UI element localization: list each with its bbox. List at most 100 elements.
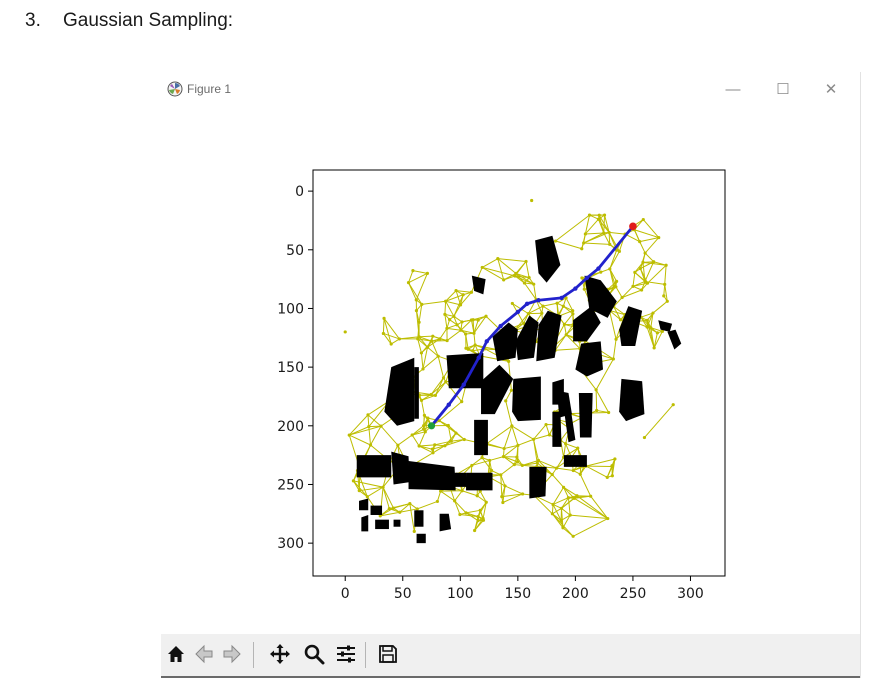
roadmap-node [515,455,519,459]
zoom-button[interactable] [301,640,327,668]
roadmap-node [425,345,430,349]
roadmap-node [580,247,584,251]
roadmap-node [544,422,548,427]
roadmap-edge [418,336,432,342]
roadmap-edge [517,438,534,446]
forward-button[interactable] [219,640,245,668]
roadmap-node [502,446,506,451]
path-waypoint [524,301,530,306]
home-button[interactable] [163,640,189,668]
roadmap-node [559,506,564,510]
roadmap-edge [653,332,658,348]
roadmap-edge [650,312,654,328]
pan-button[interactable] [267,640,293,668]
roadmap-edge [479,355,509,362]
roadmap-node [594,388,598,392]
roadmap-node [430,339,434,343]
roadmap-node [522,281,527,285]
roadmap-node [436,354,440,358]
prm-roadmap-chart[interactable]: 0 50 100 150 200 250 300 0 50 100 150 200 250 300 [161,106,860,634]
roadmap-edge [644,261,655,282]
roadmap-node [642,435,647,440]
axes-frame [312,169,726,577]
roadmap-edge [383,318,392,345]
roadmap-node [541,304,545,308]
roadmap-node [421,427,426,431]
roadmap-edge [568,495,591,499]
back-button[interactable] [191,640,217,668]
window-titlebar[interactable]: Figure 1 — ☐ ✕ [161,72,860,106]
path-waypoint [584,275,590,281]
roadmap-edge [454,500,467,514]
roadmap-node [553,239,558,243]
roadmap-node [608,242,612,246]
roadmap-edge [644,237,660,254]
heading-text: Gaussian Sampling: [63,10,234,31]
roadmap-node [651,311,655,315]
roadmap-edge [465,509,481,514]
roadmap-node [357,489,361,493]
roadmap-edge [583,242,610,245]
roadmap-edge [503,456,515,465]
roadmap-node [438,337,442,341]
obstacle [370,505,383,515]
roadmap-edge [595,389,610,413]
roadmap-node [397,337,402,341]
roadmap-node [347,433,351,437]
figure-window: Figure 1 — ☐ ✕ 0 50 100 150 200 250 300 0 50 100 1… [161,72,861,678]
y-tick-label: 300 [277,536,304,552]
roadmap-edge [664,265,667,285]
plot-area[interactable]: 0 50 100 150 200 250 300 0 50 100 150 200 250 300 [161,106,860,634]
save-button[interactable] [375,640,401,668]
roadmap-edge [423,417,429,430]
roadmap-edge [642,261,654,263]
roadmap-node [641,260,645,264]
navigation-toolbar [161,634,860,678]
roadmap-node [458,512,462,517]
y-tick-label: 0 [295,184,304,200]
roadmap-node [514,271,518,276]
roadmap-edge [555,240,582,250]
roadmap-edge [431,340,448,342]
roadmap-node [631,284,635,288]
roadmap-edge [432,445,446,454]
x-tick-label: 250 [620,586,647,602]
roadmap-edge [621,289,642,298]
configure-subplots-button[interactable] [333,640,359,668]
roadmap-node [454,289,458,293]
roadmap-edge [556,457,565,469]
roadmap-edge [603,232,611,245]
roadmap-node [478,489,482,493]
roadmap-edge [460,329,475,334]
roadmap-node [408,501,412,506]
roadmap-edge [418,445,434,454]
roadmap-node [610,464,614,468]
roadmap-node [476,515,480,519]
roadmap-edge [412,270,428,274]
roadmap-edge [556,297,567,304]
roadmap-edge [502,485,506,503]
roadmap-node [461,293,465,297]
roadmap-edge [576,495,609,519]
roadmap-node [458,303,463,307]
roadmap-node [611,357,615,361]
y-tick-label: 200 [277,419,304,435]
close-button[interactable]: ✕ [817,78,845,100]
roadmap-edge [650,327,663,332]
roadmap-edge [563,486,578,497]
roadmap-node [615,248,619,252]
roadmap-node [547,433,552,437]
minimize-button[interactable]: — [719,78,747,100]
roadmap-node [426,416,430,420]
roadmap-node [411,269,415,273]
roadmap-node [499,473,503,477]
roadmap-node [568,513,572,517]
roadmap-node [657,235,661,240]
maximize-button[interactable]: ☐ [769,78,797,100]
roadmap-edge [552,507,562,515]
roadmap-node [618,318,623,322]
save-figure-icon [379,645,397,663]
roadmap-node [649,326,653,330]
roadmap-node [599,270,603,274]
x-tick-label: 200 [562,586,589,602]
